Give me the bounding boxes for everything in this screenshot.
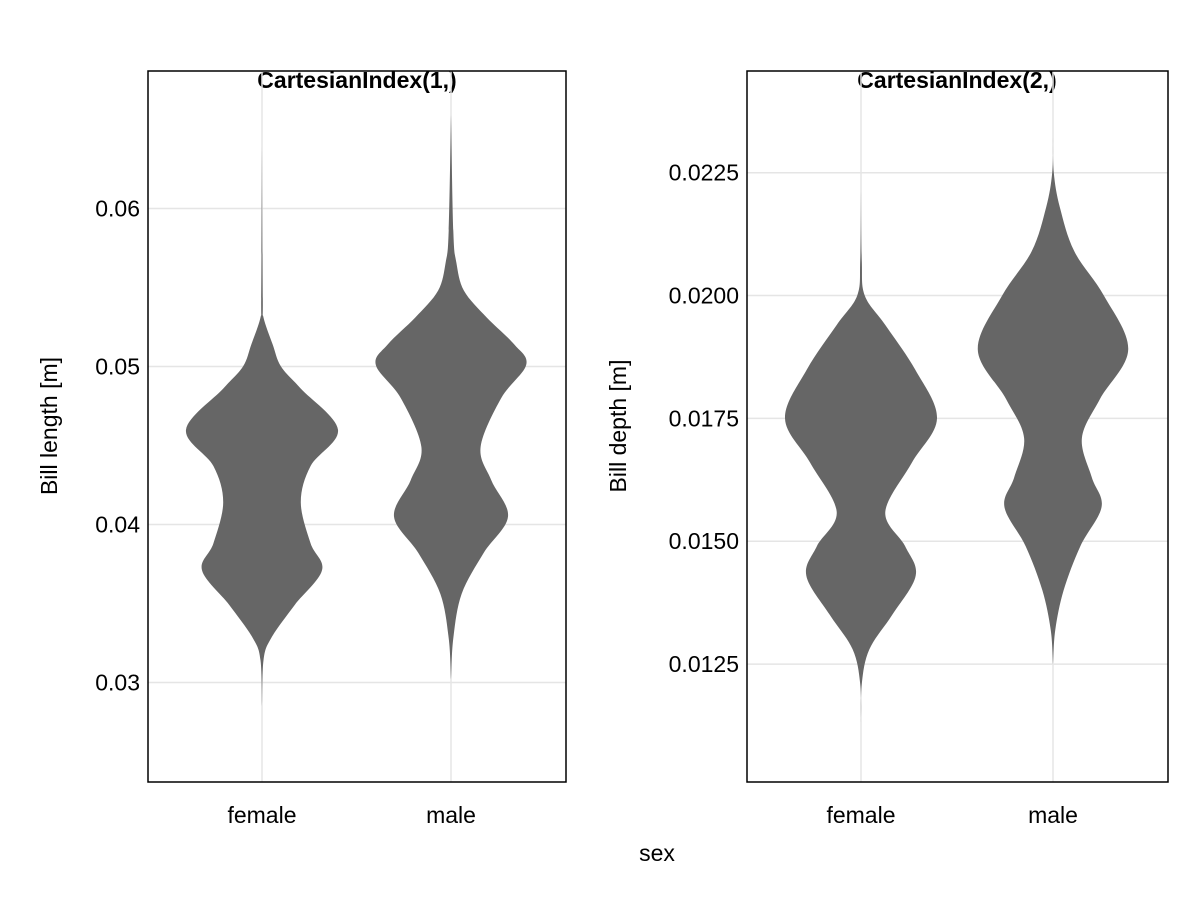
axes-frame	[746, 70, 1169, 783]
y-tick-label: 0.0175	[669, 405, 739, 431]
violin-male	[375, 115, 527, 680]
y-tick-label: 0.0200	[669, 283, 739, 309]
y-tick-label: 0.06	[95, 195, 140, 221]
x-axis-label: sex	[639, 840, 675, 866]
y-tick-label: 0.03	[95, 669, 140, 695]
y-axis-label: Bill depth [m]	[605, 360, 631, 493]
panel-bill-length: CartesianIndex(1,) Bill length [m] 0.030…	[36, 67, 567, 828]
violin-female	[185, 146, 339, 707]
y-tick-label: 0.04	[95, 511, 140, 537]
violin-male	[977, 138, 1129, 665]
y-tick-label: 0.05	[95, 353, 140, 379]
axes-frame	[147, 70, 567, 783]
y-axis-label: Bill length [m]	[36, 357, 62, 495]
x-tick-label: male	[1028, 802, 1078, 828]
y-tick-label: 0.0150	[669, 528, 739, 554]
y-tick-label: 0.0225	[669, 160, 739, 186]
x-tick-label: male	[426, 802, 476, 828]
y-tick-label: 0.0125	[669, 651, 739, 677]
violin-female	[784, 192, 938, 723]
x-tick-label: female	[826, 802, 895, 828]
panel-bill-depth: CartesianIndex(2,) Bill depth [m] 0.0125…	[605, 67, 1169, 828]
x-tick-label: female	[227, 802, 296, 828]
